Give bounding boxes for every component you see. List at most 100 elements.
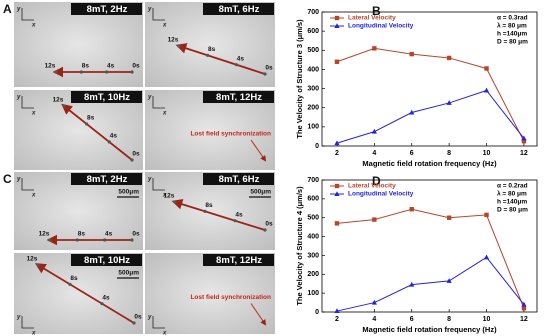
y-tick-label: 600 — [307, 196, 319, 203]
axis-x-label: x — [31, 23, 36, 29]
y-axis-title: The Velocity of Structure 4 (μm/s) — [295, 186, 304, 306]
time-label: 0s — [265, 221, 273, 228]
panel-label: B — [372, 4, 381, 18]
legend-label: Lateral Velocity — [348, 183, 396, 190]
y-tick-label: 700 — [307, 9, 319, 16]
y-tick-label: 700 — [307, 177, 319, 184]
x-axis-title: Magnetic field rotation frequency (Hz) — [362, 325, 497, 334]
y-tick-label: 100 — [307, 290, 319, 297]
axis-x-label: x — [162, 193, 167, 199]
robot — [130, 70, 134, 74]
micrograph — [145, 2, 275, 87]
image-title: 8mT, 2Hz — [87, 174, 128, 185]
robot — [263, 72, 267, 76]
scale-label: 500μm — [250, 189, 271, 196]
x-tick-label: 8 — [447, 150, 451, 157]
annotation: D = 80 μm — [497, 39, 528, 46]
time-label: 8s — [70, 275, 78, 282]
time-label: 0s — [265, 65, 273, 72]
marker — [521, 306, 527, 311]
time-label: 8s — [205, 202, 213, 209]
marker — [334, 140, 340, 146]
time-label: 12s — [39, 231, 50, 238]
time-label: 4s — [107, 63, 115, 70]
marker — [409, 207, 414, 212]
trajectory — [175, 43, 266, 75]
legend-label: Longitudinal Velocity — [348, 191, 414, 198]
x-tick-label: 4 — [372, 150, 376, 157]
y-tick-label: 200 — [307, 271, 319, 278]
robot — [36, 263, 40, 267]
y-tick-label: 500 — [307, 215, 319, 222]
x-tick-label: 6 — [410, 316, 414, 323]
axis-y-label: y — [147, 7, 152, 13]
robot — [48, 238, 52, 242]
x-tick-label: 6 — [410, 150, 414, 157]
time-label: 12s — [27, 256, 38, 263]
marker — [521, 139, 527, 144]
title-bar — [71, 173, 142, 185]
trajectory — [61, 103, 133, 161]
robot — [54, 70, 58, 74]
plot-frame — [321, 179, 538, 313]
time-label: 8s — [78, 231, 86, 238]
image-title: 8mT, 12Hz — [216, 255, 262, 266]
marker — [372, 46, 377, 51]
axis-glyph — [152, 8, 165, 21]
axis-x-label: x — [162, 23, 167, 29]
marker — [409, 281, 415, 287]
image-title: 8mT, 6Hz — [219, 4, 260, 15]
title-bar — [71, 3, 142, 15]
marker — [334, 183, 340, 189]
y-tick-label: 300 — [307, 252, 319, 259]
robot — [103, 238, 107, 242]
annotation: h =140μm — [497, 199, 527, 206]
title-bar — [203, 254, 274, 266]
marker — [521, 301, 527, 307]
x-tick-label: 4 — [372, 316, 376, 323]
y-axis-title: The Velocity of Structure 3 (μm/s) — [295, 19, 304, 139]
series-line — [336, 89, 525, 144]
time-label: 12s — [53, 97, 64, 104]
marker — [484, 66, 489, 71]
time-label: 0s — [132, 231, 140, 238]
robot — [234, 63, 238, 67]
robot — [130, 158, 134, 162]
marker — [372, 217, 377, 222]
plot-frame — [321, 11, 538, 147]
axis-x-label: x — [31, 331, 36, 336]
robot — [100, 302, 104, 306]
axis-glyph — [21, 178, 34, 191]
marker — [334, 308, 340, 314]
note: Lost field synchronization — [190, 131, 271, 138]
annotation: λ = 80 μm — [497, 22, 527, 30]
axis-y-label: y — [147, 315, 152, 321]
title-bar — [203, 3, 274, 15]
micrograph — [145, 90, 275, 170]
x-tick-label: 2 — [335, 150, 339, 157]
marker — [484, 212, 489, 218]
axis-x-label: x — [162, 111, 167, 117]
axis-glyph — [21, 8, 34, 21]
marker — [483, 254, 490, 260]
axis-x-label: x — [31, 111, 36, 117]
axis-y-label: y — [16, 177, 21, 183]
time-label: 0s — [134, 314, 142, 321]
time-label: 12s — [164, 193, 175, 200]
robot — [62, 104, 66, 108]
annotation: α = 0.2rad — [497, 183, 528, 190]
y-tick-label: 300 — [307, 85, 319, 92]
robot — [130, 238, 134, 242]
trajectory — [171, 198, 266, 231]
image-title: 8mT, 10Hz — [84, 92, 130, 103]
marker — [334, 221, 340, 226]
title-bar — [71, 91, 142, 103]
marker — [371, 299, 377, 305]
robot — [173, 200, 177, 204]
legend-label: Longitudinal Velocity — [348, 23, 414, 30]
x-tick-label: 12 — [520, 150, 528, 157]
series-line — [336, 256, 525, 312]
robot — [75, 238, 79, 242]
title-bar — [71, 254, 142, 266]
axis-x-label: x — [162, 331, 167, 336]
